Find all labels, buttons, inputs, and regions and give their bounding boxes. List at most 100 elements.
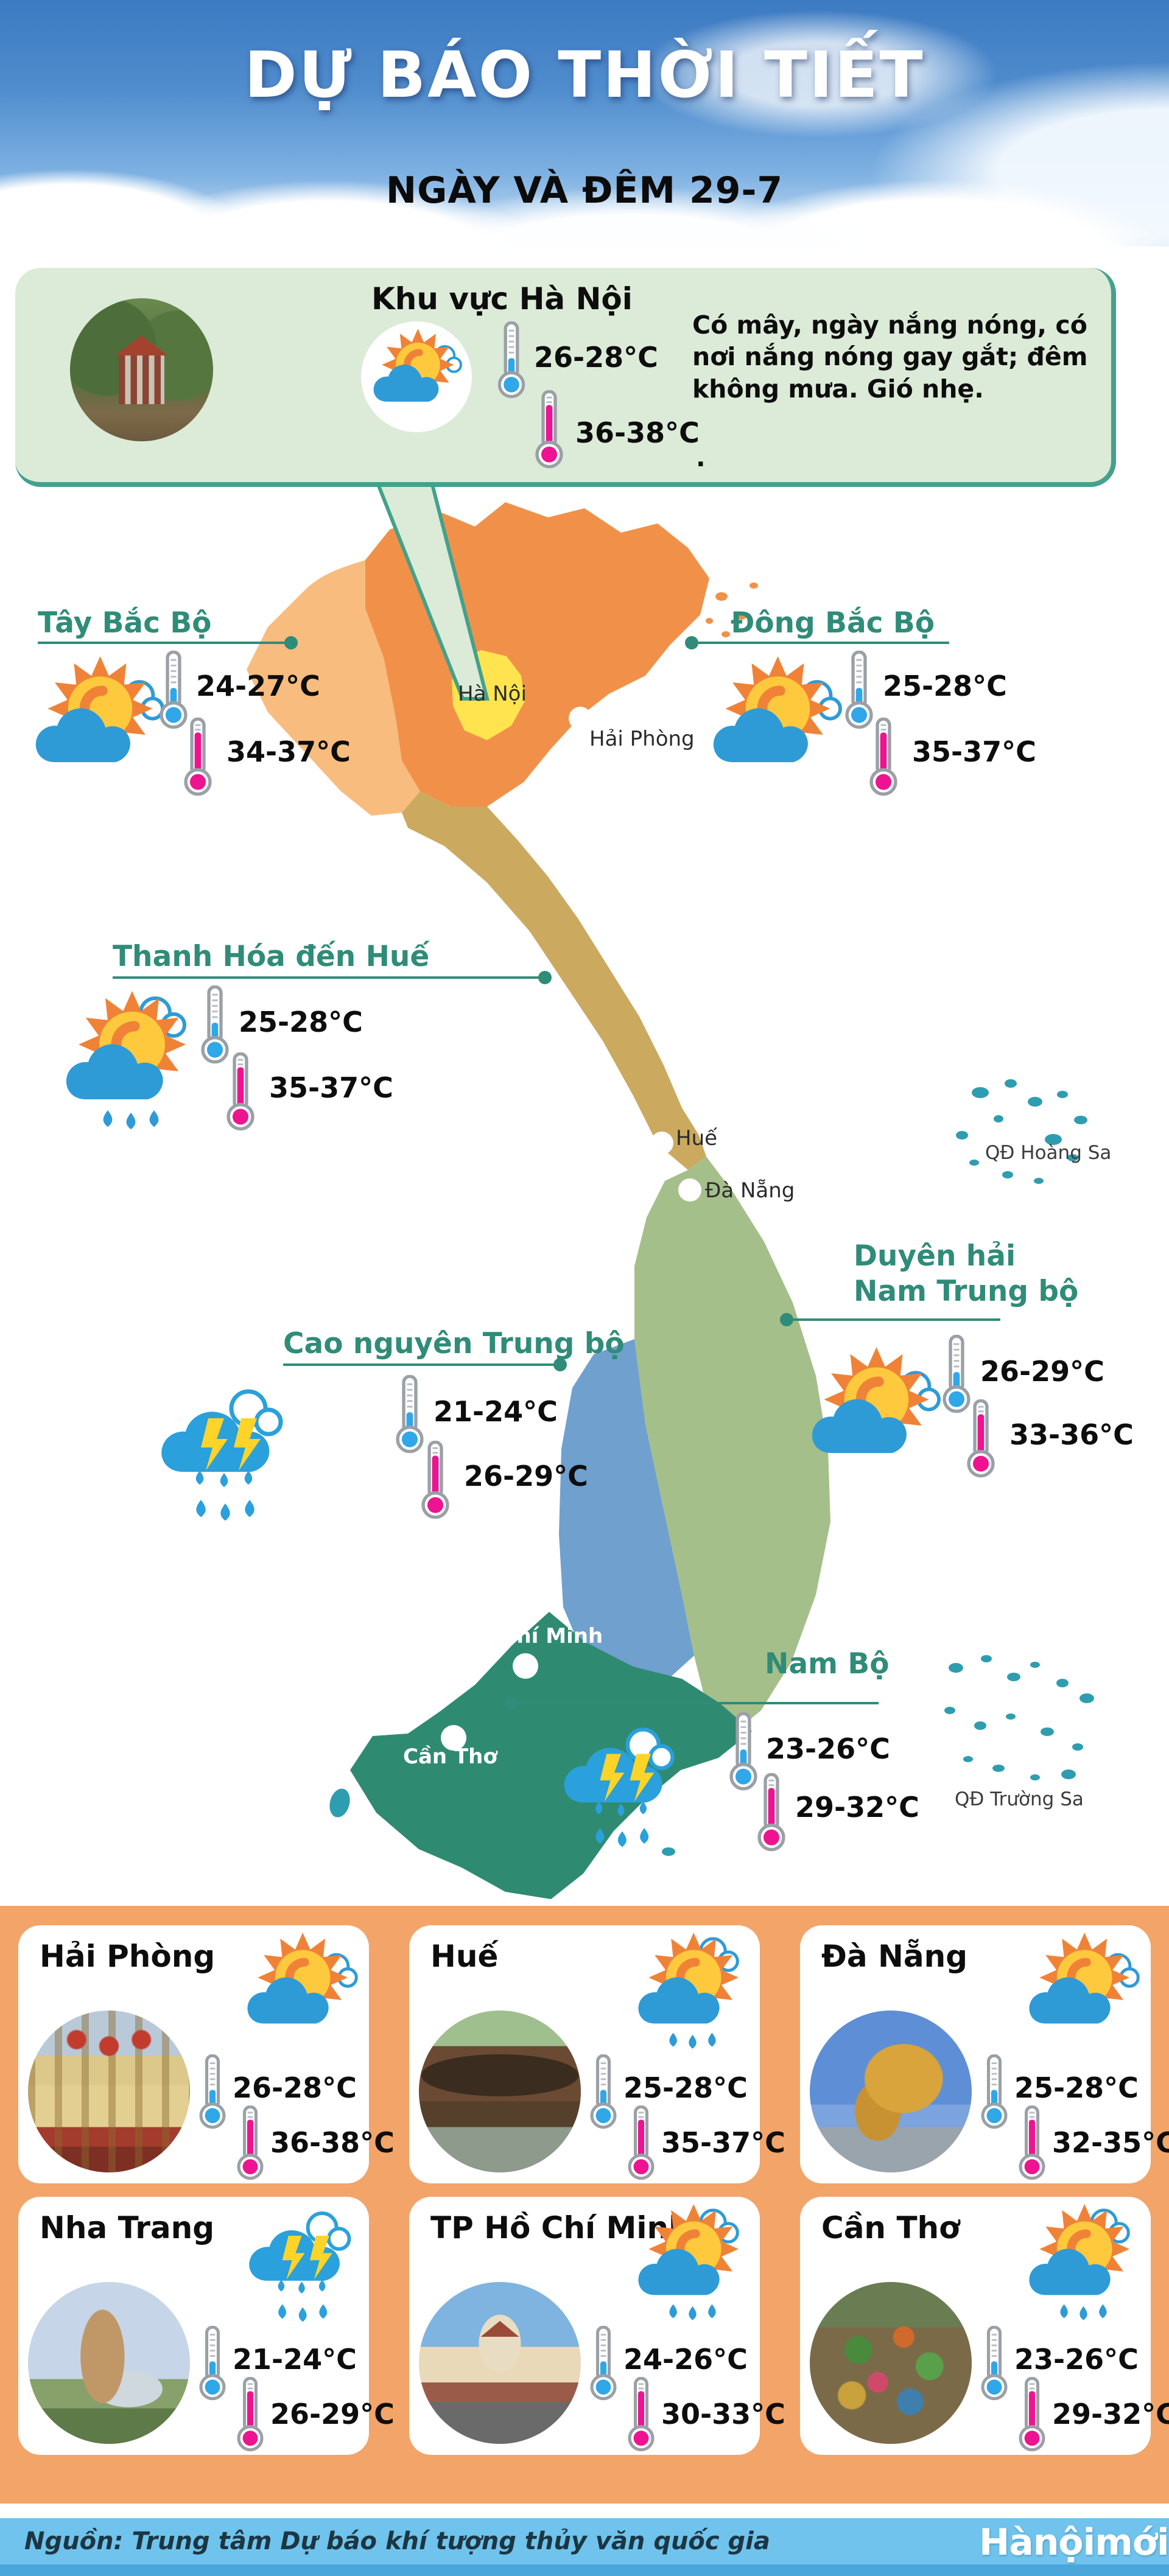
source-credit: Nguồn: Trung tâm Dự báo khí tượng thủy v… <box>24 2527 770 2555</box>
night-thermometer-icon <box>184 717 212 797</box>
city-photo-tp-hcm <box>419 2282 581 2444</box>
city-card-hai-phong: Hải Phòng 26-28°C 36-38°C <box>18 1925 395 2183</box>
night-temp: 33-36°C <box>1009 1418 1134 1451</box>
night-temp: 35-37°C <box>661 2126 785 2159</box>
night-thermometer-icon <box>627 2105 655 2181</box>
night-temp: 35-37°C <box>269 1071 393 1104</box>
night-thermometer-icon <box>226 1052 255 1132</box>
hanoi-night-temp: 36-38°C <box>575 416 700 449</box>
map-label-hanoi: Hà Nội <box>458 682 527 706</box>
night-temp: 36-38°C <box>270 2126 395 2159</box>
hanoi-note: . <box>696 443 706 472</box>
night-thermometer-icon <box>967 1399 995 1479</box>
night-thermometer-icon <box>421 1440 449 1521</box>
city-name: Huế <box>430 1939 499 1974</box>
night-temp: 30-33°C <box>661 2398 785 2431</box>
day-temp: 25-28°C <box>623 2071 748 2104</box>
region-label-tay-bac-bo: Tây Bắc Bộ <box>38 606 212 640</box>
map-region-highlands <box>559 1339 694 1685</box>
city-photo-nha-trang <box>28 2282 190 2444</box>
map-region-south <box>350 1612 752 1899</box>
phu-quoc-island <box>329 1788 350 1818</box>
region-label-cao-nguyen: Cao nguyên Trung bộ <box>283 1327 625 1360</box>
sun-cloud-icon <box>711 656 842 793</box>
connector-line <box>518 1702 879 1704</box>
connector-dot <box>685 636 698 649</box>
city-name: TP Hồ Chí Minh <box>430 2210 690 2245</box>
day-thermometer-icon <box>201 985 229 1065</box>
region-label-nam-bo: Nam Bộ <box>765 1647 890 1681</box>
night-thermometer-icon <box>757 1773 785 1853</box>
con-dao-island <box>662 1847 675 1856</box>
vietnam-map <box>247 478 1094 1899</box>
connector-line <box>698 642 949 644</box>
night-temp: 26-29°C <box>464 1460 588 1493</box>
pagoda-body <box>118 355 165 404</box>
night-thermometer-icon <box>236 2377 264 2452</box>
connector-line <box>38 642 291 644</box>
region-label-thanh-hoa-hue: Thanh Hóa đến Huế <box>113 940 430 973</box>
day-thermometer-icon <box>589 2326 617 2401</box>
day-temp: 24-27°C <box>196 670 320 702</box>
day-temp: 25-28°C <box>239 1006 363 1038</box>
sky-header <box>0 0 1169 247</box>
truong-sa-islands <box>944 1655 1094 1780</box>
sun-cloud-rain-icon <box>64 991 198 1131</box>
hanoi-forecast-box: Khu vực Hà Nội 26-28°C 36-38°C Có mây, n… <box>15 268 1116 487</box>
day-temp: 26-29°C <box>980 1355 1104 1388</box>
day-thermometer-icon <box>980 2054 1008 2130</box>
connector-dot <box>553 1358 567 1371</box>
market-tower-roof <box>480 2320 519 2337</box>
footer-strip <box>0 2564 1169 2576</box>
map-label-hai-phong: Hải Phòng <box>589 727 695 751</box>
map-label-truong-sa: QĐ Trường Sa <box>955 1788 1084 1810</box>
night-thermometer-icon <box>1018 2377 1046 2452</box>
night-temp: 35-37°C <box>912 735 1036 768</box>
city-name: Nha Trang <box>40 2210 214 2245</box>
day-temp: 24-26°C <box>623 2343 748 2376</box>
night-temp: 34-37°C <box>226 735 351 768</box>
connector-dot <box>505 1696 518 1710</box>
halong-islands <box>706 583 758 637</box>
city-dots <box>441 707 701 1751</box>
sun-cloud-icon <box>245 1933 358 2050</box>
region-label-duyen-hai-line2: Nam Trung bộ <box>854 1275 1079 1308</box>
city-name: Cần Thơ <box>821 2210 960 2245</box>
day-temp: 23-26°C <box>766 1732 890 1765</box>
region-label-dong-bac-bo: Đông Bắc Bộ <box>731 606 935 640</box>
day-temp: 21-24°C <box>233 2343 357 2376</box>
night-temp: 29-32°C <box>795 1791 919 1824</box>
city-card-nha-trang: Nha Trang 21-24°C 26-29°C <box>18 2197 395 2455</box>
footer-bar <box>0 2518 1169 2564</box>
night-thermometer-icon <box>869 717 897 797</box>
hanoimoi-logo: Hànộimới <box>979 2521 1169 2564</box>
city-name: Hải Phòng <box>40 1939 216 1974</box>
map-label-tp-hcm: TP Hồ Chí Minh <box>426 1624 603 1648</box>
thunderstorm-icon <box>560 1720 682 1847</box>
connector-dot <box>284 636 298 649</box>
sun-cloud-icon <box>372 329 462 423</box>
region-label-duyen-hai-line1: Duyên hải <box>854 1239 1016 1273</box>
night-thermometer-icon <box>627 2377 655 2452</box>
map-label-da-nang: Đà Nẵng <box>705 1178 795 1203</box>
map-label-hue: Huế <box>676 1126 718 1150</box>
sun-cloud-icon <box>810 1347 941 1484</box>
day-temp: 26-28°C <box>233 2071 357 2104</box>
map-region-central <box>402 791 706 1170</box>
map-region-tay-bac <box>247 560 420 816</box>
map-region-coast <box>634 1157 830 1736</box>
hanoi-icon-circle <box>361 321 472 432</box>
map-label-hoang-sa: QĐ Hoàng Sa <box>985 1142 1112 1164</box>
night-thermometer-icon <box>1018 2105 1046 2181</box>
city-photo-hue <box>419 2011 581 2172</box>
day-thermometer-icon <box>198 2326 226 2401</box>
sun-cloud-icon <box>1027 1933 1140 2050</box>
thunderstorm-icon <box>245 2204 358 2322</box>
map-label-can-tho: Cần Thơ <box>403 1745 497 1769</box>
hoang-sa-islands <box>956 1079 1087 1184</box>
day-temp: 25-28°C <box>883 670 1007 702</box>
connector-line <box>793 1318 1000 1321</box>
city-photo-can-tho <box>810 2282 972 2444</box>
city-cards-panel: Hải Phòng 26-28°C 36-38°C Huế 25-28°C 35… <box>0 1906 1169 2504</box>
